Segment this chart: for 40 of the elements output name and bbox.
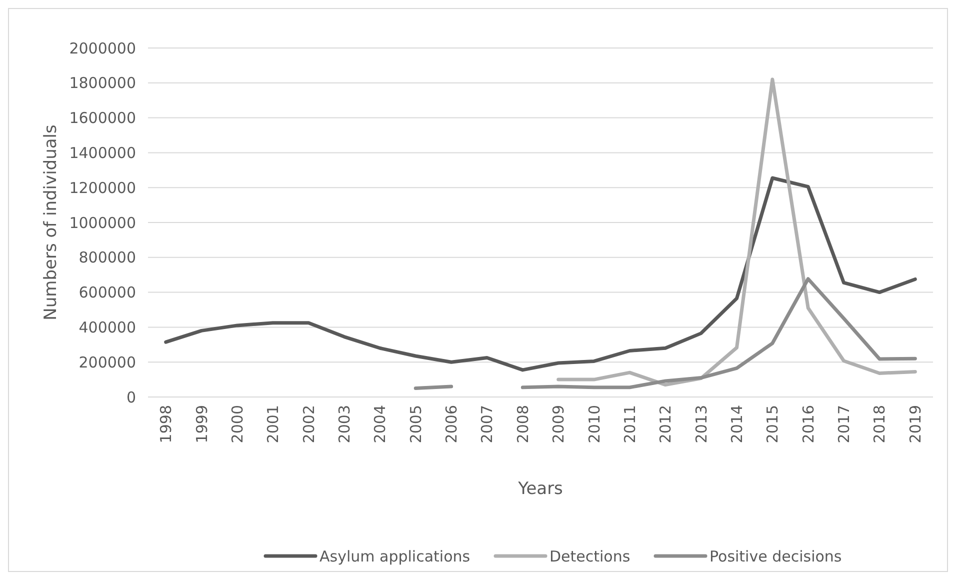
y-tick-label: 600000 — [78, 284, 136, 302]
x-tick-label: 2000 — [228, 405, 246, 444]
y-tick-label: 1200000 — [69, 178, 136, 197]
y-tick-label: 1600000 — [69, 109, 136, 128]
x-tick-label: 2003 — [336, 405, 354, 444]
x-tick-label: 2009 — [550, 405, 568, 444]
x-tick-label: 2004 — [371, 405, 390, 444]
x-tick-label: 2002 — [300, 405, 318, 444]
x-tick-label: 2014 — [728, 405, 746, 444]
x-tick-label: 2007 — [478, 405, 496, 444]
x-tick-label: 1998 — [157, 405, 176, 444]
line-series — [164, 176, 917, 372]
y-tick-label: 400000 — [78, 318, 136, 336]
x-tick-label: 2012 — [656, 405, 675, 444]
x-tick-label: 2018 — [870, 405, 889, 444]
x-tick-label: 2005 — [406, 405, 425, 444]
y-tick-label: 1000000 — [69, 214, 136, 232]
y-axis-title: Numbers of individuals — [41, 124, 61, 320]
x-tick-label: 2011 — [620, 405, 639, 444]
x-tick-label: 2019 — [906, 405, 924, 444]
x-tick-label: 2013 — [692, 405, 710, 444]
y-tick-label: 2000000 — [69, 39, 136, 58]
x-tick-label: 2006 — [442, 405, 461, 444]
x-tick-label: 1999 — [192, 405, 211, 444]
x-tick-label: 2008 — [514, 405, 532, 444]
y-tick-label: 200000 — [78, 353, 136, 372]
y-tick-label: 1800000 — [69, 74, 136, 92]
legend-label: Asylum applications — [320, 547, 470, 566]
x-tick-label: 2010 — [585, 405, 604, 444]
y-tick-label: 0 — [126, 388, 136, 406]
x-axis-title: Years — [517, 479, 564, 499]
legend-label: Detections — [550, 547, 630, 566]
y-tick-label: 800000 — [78, 248, 136, 267]
x-tick-label: 2015 — [764, 405, 782, 444]
legend-label: Positive decisions — [710, 547, 842, 566]
y-tick-label: 1400000 — [69, 144, 136, 162]
x-tick-label: 2001 — [264, 405, 282, 444]
x-tick-label: 2016 — [799, 405, 818, 444]
line-series — [556, 78, 917, 387]
x-tick-label: 2017 — [835, 405, 854, 444]
